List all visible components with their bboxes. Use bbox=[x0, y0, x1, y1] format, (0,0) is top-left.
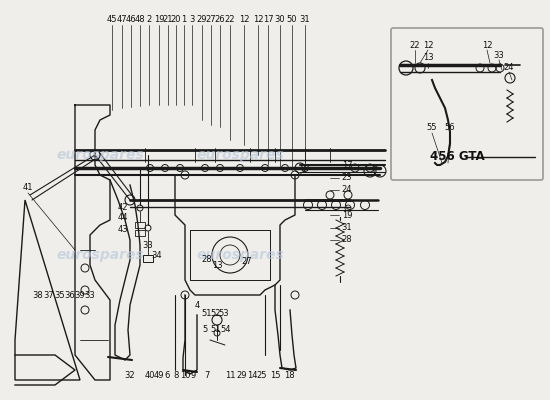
Text: 55: 55 bbox=[427, 124, 437, 132]
Text: 23: 23 bbox=[342, 174, 353, 182]
Text: 12: 12 bbox=[423, 40, 433, 50]
Text: 9: 9 bbox=[190, 370, 196, 380]
Text: 6: 6 bbox=[164, 370, 170, 380]
Text: 34: 34 bbox=[152, 250, 162, 260]
Text: 24: 24 bbox=[342, 186, 352, 194]
Text: 2: 2 bbox=[146, 16, 152, 24]
Text: 47: 47 bbox=[117, 16, 127, 24]
Text: 37: 37 bbox=[43, 290, 54, 300]
Text: 7: 7 bbox=[204, 370, 210, 380]
Text: 49: 49 bbox=[154, 370, 164, 380]
Text: 39: 39 bbox=[75, 290, 85, 300]
Text: 35: 35 bbox=[54, 290, 65, 300]
Text: 22: 22 bbox=[225, 16, 235, 24]
Text: 11: 11 bbox=[225, 370, 235, 380]
Text: eurospares: eurospares bbox=[196, 248, 284, 262]
Text: 46: 46 bbox=[126, 16, 136, 24]
Text: 5: 5 bbox=[202, 326, 208, 334]
Text: 456 GTA: 456 GTA bbox=[430, 150, 485, 164]
Text: eurospares: eurospares bbox=[196, 148, 284, 162]
Text: 38: 38 bbox=[32, 290, 43, 300]
Text: 12: 12 bbox=[253, 16, 263, 24]
Text: 52: 52 bbox=[211, 308, 221, 318]
Text: 31: 31 bbox=[342, 224, 353, 232]
Text: 45: 45 bbox=[107, 16, 117, 24]
Text: 10: 10 bbox=[180, 370, 190, 380]
Text: 36: 36 bbox=[65, 290, 75, 300]
Text: 19: 19 bbox=[342, 210, 352, 220]
Text: 51: 51 bbox=[211, 326, 221, 334]
Text: 27: 27 bbox=[241, 258, 252, 266]
Text: 33: 33 bbox=[142, 240, 153, 250]
Text: 24: 24 bbox=[504, 64, 514, 72]
Text: 53: 53 bbox=[219, 308, 229, 318]
Text: 41: 41 bbox=[23, 184, 33, 192]
Text: 40: 40 bbox=[145, 370, 155, 380]
Text: 43: 43 bbox=[118, 224, 128, 234]
Text: 26: 26 bbox=[214, 16, 225, 24]
FancyBboxPatch shape bbox=[391, 28, 543, 180]
Text: 22: 22 bbox=[410, 40, 420, 50]
Text: 17: 17 bbox=[263, 16, 273, 24]
Text: 8: 8 bbox=[173, 370, 179, 380]
Text: 42: 42 bbox=[118, 202, 128, 212]
Text: 15: 15 bbox=[270, 370, 280, 380]
Text: 33: 33 bbox=[494, 50, 504, 60]
Text: 28: 28 bbox=[202, 256, 212, 264]
Text: 14: 14 bbox=[247, 370, 257, 380]
Text: 19: 19 bbox=[154, 16, 164, 24]
Text: 13: 13 bbox=[212, 260, 222, 270]
Text: 32: 32 bbox=[125, 370, 135, 380]
Bar bbox=[143, 255, 153, 262]
Text: 17: 17 bbox=[342, 160, 353, 170]
Bar bbox=[135, 222, 145, 228]
Text: 12: 12 bbox=[482, 40, 492, 50]
Text: 13: 13 bbox=[423, 54, 433, 62]
Text: 12: 12 bbox=[239, 16, 249, 24]
Text: 4: 4 bbox=[194, 300, 200, 310]
Text: 29: 29 bbox=[236, 370, 248, 380]
Text: 21: 21 bbox=[163, 16, 173, 24]
Text: 25: 25 bbox=[257, 370, 267, 380]
Text: 1: 1 bbox=[182, 16, 186, 24]
Bar bbox=[135, 230, 145, 236]
Text: 31: 31 bbox=[300, 16, 310, 24]
Text: 44: 44 bbox=[118, 214, 128, 222]
Text: 30: 30 bbox=[274, 16, 285, 24]
Text: 28: 28 bbox=[342, 236, 353, 244]
Text: 18: 18 bbox=[284, 370, 294, 380]
Text: 3: 3 bbox=[189, 16, 195, 24]
Text: 20: 20 bbox=[170, 16, 182, 24]
Text: 48: 48 bbox=[135, 16, 145, 24]
Text: eurospares: eurospares bbox=[56, 148, 144, 162]
Text: 33: 33 bbox=[85, 290, 95, 300]
Text: eurospares: eurospares bbox=[56, 248, 144, 262]
Text: 27: 27 bbox=[206, 16, 216, 24]
Text: 51: 51 bbox=[202, 308, 212, 318]
Text: 50: 50 bbox=[287, 16, 297, 24]
Text: 56: 56 bbox=[445, 124, 455, 132]
Text: 54: 54 bbox=[221, 326, 231, 334]
Text: 29: 29 bbox=[197, 16, 207, 24]
